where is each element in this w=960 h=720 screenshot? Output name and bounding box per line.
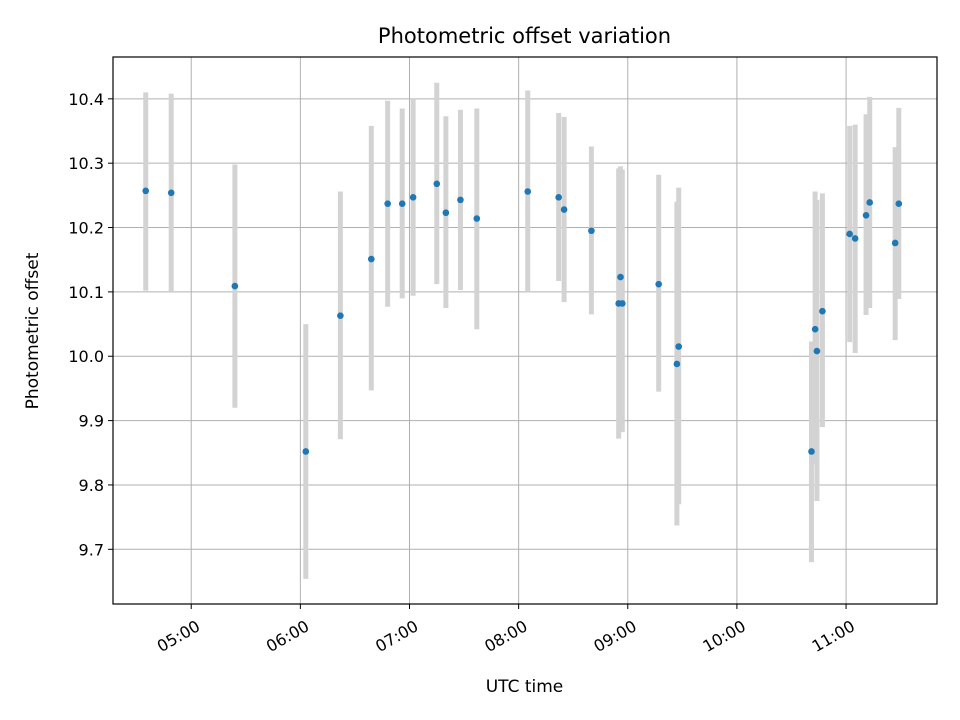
data-point — [819, 307, 826, 315]
y-tick-label: 9.8 — [79, 476, 104, 495]
data-point — [673, 360, 681, 368]
data-point — [851, 235, 859, 242]
data-point — [617, 273, 624, 281]
data-point — [398, 200, 406, 208]
data-point — [142, 187, 150, 195]
data-point — [813, 347, 821, 355]
y-axis-label: Photometric offset — [23, 252, 43, 409]
x-tick-label: 08:00 — [481, 616, 530, 656]
data-point — [409, 193, 417, 201]
data-point — [891, 239, 899, 247]
x-axis-label: UTC time — [486, 677, 564, 697]
data-point — [442, 209, 450, 217]
y-tick-label: 10.1 — [68, 283, 104, 302]
y-tick-label: 9.9 — [79, 412, 104, 431]
data-point — [473, 215, 481, 222]
grid — [113, 57, 937, 604]
data-point — [811, 325, 819, 333]
data-point — [895, 200, 903, 208]
x-tick-label: 11:00 — [809, 616, 858, 656]
plot-frame — [112, 56, 938, 605]
data-point — [555, 193, 562, 201]
x-tick-label: 06:00 — [263, 616, 312, 656]
data-point — [524, 188, 532, 195]
data-point — [367, 255, 375, 263]
data-point — [675, 343, 683, 350]
data-point — [167, 189, 175, 197]
data-point — [384, 200, 391, 208]
y-tick-label: 10.4 — [68, 90, 104, 109]
data-point — [457, 196, 464, 204]
x-tick-label: 10:00 — [699, 616, 748, 656]
data-point — [302, 448, 310, 455]
y-tick-label: 9.7 — [79, 540, 104, 559]
errorbars — [143, 82, 902, 579]
x-ticks: 05:00 06:00 07:00 08:00 09:00 10:00 11:00 — [154, 604, 858, 656]
data-point — [619, 300, 626, 307]
data-point — [846, 230, 853, 238]
data-point — [337, 312, 344, 319]
data-points — [142, 180, 903, 455]
data-point — [588, 227, 595, 235]
y-ticks: 9.7 9.8 9.9 10.0 10.1 10.2 10.3 10.4 — [68, 90, 113, 559]
y-tick-label: 10.2 — [68, 219, 104, 238]
x-tick-label: 09:00 — [590, 616, 639, 656]
data-point — [866, 199, 873, 206]
data-point — [560, 206, 568, 213]
data-point — [808, 448, 815, 455]
y-tick-label: 10.0 — [68, 347, 104, 366]
chart-title: Photometric offset variation — [378, 24, 671, 48]
data-point — [231, 282, 239, 290]
x-tick-label: 05:00 — [154, 616, 203, 656]
data-point — [862, 212, 870, 219]
data-point — [655, 280, 662, 288]
data-point — [433, 180, 441, 188]
x-tick-label: 07:00 — [372, 616, 421, 656]
y-tick-label: 10.3 — [68, 154, 104, 173]
